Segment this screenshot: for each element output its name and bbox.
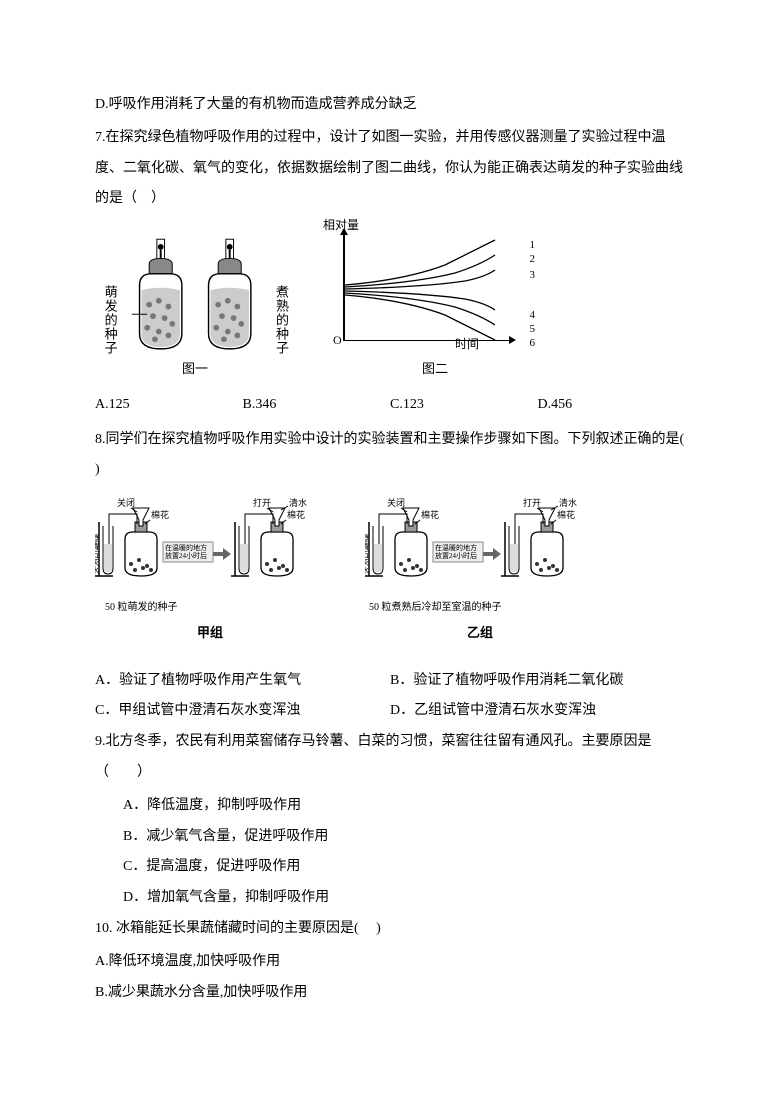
svg-text:清水: 清水: [559, 497, 577, 508]
q7-option-d[interactable]: D.456: [538, 390, 686, 421]
svg-text:棉花: 棉花: [421, 509, 439, 520]
svg-text:关闭: 关闭: [387, 497, 405, 508]
q8-option-b[interactable]: B．验证了植物呼吸作用消耗二氧化碳: [390, 666, 685, 697]
q8-option-d[interactable]: D．乙组试管中澄清石灰水变浑浊: [390, 696, 685, 727]
svg-text:打开: 打开: [253, 497, 271, 508]
q8-options: A．验证了植物呼吸作用产生氧气 B．验证了植物呼吸作用消耗二氧化碳 C．甲组试管…: [95, 666, 685, 728]
jia-caption: 甲组: [95, 619, 325, 648]
q7-stem: 7.在探究绿色植物呼吸作用的过程中，设计了如图一实验，并用传感仪器测量了实验过程…: [95, 123, 685, 215]
svg-text:棉花: 棉花: [151, 509, 169, 520]
apparatus-yi-icon: 澄清石灰水 关闭 棉花 在温暖的地方 放置24小时后 清水 打开: [365, 494, 595, 584]
yi-caption: 乙组: [365, 619, 595, 648]
q8-option-a[interactable]: A．验证了植物呼吸作用产生氧气: [95, 666, 390, 697]
q10-stem: 10. 冰箱能延长果蔬储藏时间的主要原因是( ): [95, 914, 685, 945]
q7-option-b[interactable]: B.346: [243, 390, 391, 421]
q6-option-d: D.呼吸作用消耗了大量的有机物而造成营养成分缺乏: [95, 90, 685, 121]
svg-text:棉花: 棉花: [557, 509, 575, 520]
flask-germinating-icon: [128, 235, 193, 355]
yi-bottom-label: 50 粒煮熟后冷却至室温的种子: [365, 597, 595, 619]
q7-options: A.125 B.346 C.123 D.456: [95, 390, 685, 421]
apparatus-jia-icon: 澄清石灰水 关闭 棉花 在温暖的地方 放置24小时后: [95, 494, 325, 584]
apparatus-jia: 澄清石灰水 关闭 棉花 在温暖的地方 放置24小时后: [95, 494, 325, 647]
q7-option-c[interactable]: C.123: [390, 390, 538, 421]
svg-text:澄清石灰水: 澄清石灰水: [365, 533, 370, 574]
svg-text:澄清石灰水: 澄清石灰水: [95, 533, 100, 574]
curve-label-6: 6: [530, 331, 536, 355]
q9-stem: 9.北方冬季，农民有利用菜窖储存马铃薯、白菜的习惯，菜窖往往留有通风孔。主要原因…: [95, 727, 685, 789]
q7-figures: 萌发的种子 煮熟的种子: [95, 225, 685, 384]
flask-boiled-icon: [197, 235, 262, 355]
jia-bottom-label: 50 粒萌发的种子: [95, 597, 325, 619]
fig1-caption: 图一: [95, 355, 295, 384]
q9-option-c[interactable]: C．提高温度，促进呼吸作用: [95, 852, 685, 883]
q10-option-a[interactable]: A.降低环境温度,加快呼吸作用: [95, 947, 685, 978]
chart-box: O 时间 相对量 1 2 3 4 5 6: [325, 225, 525, 355]
apparatus-yi: 澄清石灰水 关闭 棉花 在温暖的地方 放置24小时后 清水 打开: [365, 494, 595, 647]
fig1-label-left: 萌发的种子: [95, 285, 124, 355]
svg-text:在温暖的地方: 在温暖的地方: [435, 543, 477, 552]
svg-text:清水: 清水: [289, 497, 307, 508]
fig1-label-right: 煮熟的种子: [266, 285, 295, 355]
q9-option-a[interactable]: A．降低温度，抑制呼吸作用: [95, 791, 685, 822]
svg-text:关闭: 关闭: [117, 497, 135, 508]
fig2-caption: 图二: [325, 355, 545, 384]
chart-curves-icon: [325, 225, 525, 355]
figure-1: 萌发的种子 煮熟的种子: [95, 235, 295, 384]
figure-2: O 时间 相对量 1 2 3 4 5 6 图二: [325, 225, 545, 384]
svg-text:棉花: 棉花: [287, 509, 305, 520]
q9-option-b[interactable]: B．减少氧气含量，促进呼吸作用: [95, 822, 685, 853]
q7-option-a[interactable]: A.125: [95, 390, 243, 421]
q10-option-b[interactable]: B.减少果蔬水分含量,加快呼吸作用: [95, 978, 685, 1009]
svg-text:打开: 打开: [523, 497, 541, 508]
svg-text:在温暖的地方: 在温暖的地方: [165, 543, 207, 552]
q8-option-c[interactable]: C．甲组试管中澄清石灰水变浑浊: [95, 696, 390, 727]
svg-text:放置24小时后: 放置24小时后: [435, 551, 477, 560]
q8-figures: 澄清石灰水 关闭 棉花 在温暖的地方 放置24小时后: [95, 494, 685, 647]
svg-text:放置24小时后: 放置24小时后: [165, 551, 207, 560]
q9-option-d[interactable]: D．增加氧气含量，抑制呼吸作用: [95, 883, 685, 914]
q8-stem: 8.同学们在探究植物呼吸作用实验中设计的实验装置和主要操作步骤如下图。下列叙述正…: [95, 425, 685, 487]
curve-label-3: 3: [530, 263, 536, 287]
